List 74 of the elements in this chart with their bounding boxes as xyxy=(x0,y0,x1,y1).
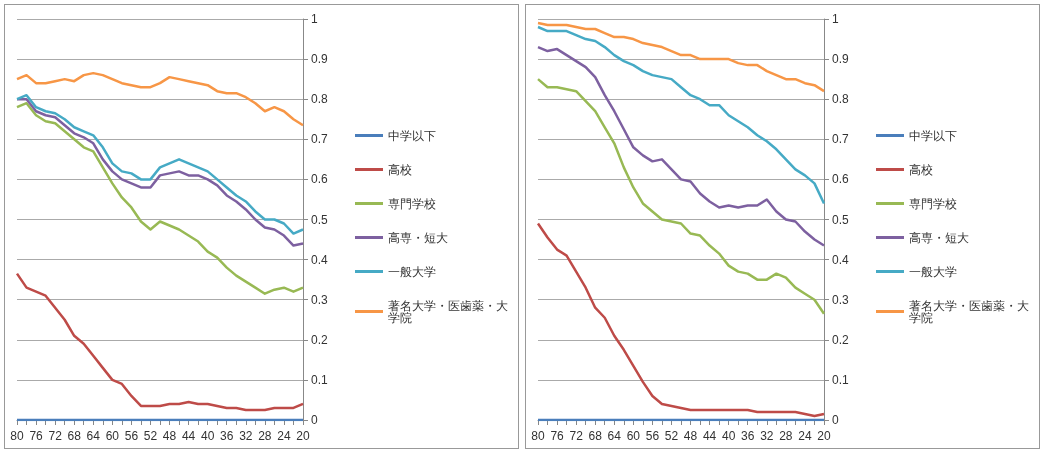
x-tick-label: 32 xyxy=(239,429,253,443)
y-tick-label: 0.3 xyxy=(311,292,329,307)
x-tick-label: 64 xyxy=(86,429,101,443)
x-tick-label: 48 xyxy=(683,429,698,443)
legend-label: 一般大学 xyxy=(909,264,957,279)
x-tick-label: 44 xyxy=(181,429,196,443)
line-series xyxy=(536,77,826,315)
y-tick-label: 0.9 xyxy=(832,52,850,67)
x-tick-label: 56 xyxy=(124,429,139,443)
y-tick-label: 0.8 xyxy=(311,92,329,107)
line-series xyxy=(536,45,826,247)
x-tick-label: 36 xyxy=(741,429,755,443)
line-series xyxy=(15,272,305,412)
y-tick-label: 0.6 xyxy=(832,172,850,187)
x-tick-label: 40 xyxy=(721,429,736,443)
x-tick-label: 72 xyxy=(569,429,584,443)
x-tick-label: 52 xyxy=(143,429,158,443)
legend-label: 一般大学 xyxy=(388,264,436,279)
y-tick-label: 0.2 xyxy=(311,332,329,347)
x-tick-label: 52 xyxy=(664,429,679,443)
line-series xyxy=(536,25,826,205)
y-tick-label: 0.5 xyxy=(832,212,850,227)
x-tick-label: 48 xyxy=(162,429,177,443)
x-tick-label: 20 xyxy=(817,429,831,443)
x-tick-label: 68 xyxy=(67,429,82,443)
legend-label: 中学以下 xyxy=(388,128,436,143)
x-tick-label: 56 xyxy=(645,429,660,443)
line-series xyxy=(536,222,826,418)
y-tick-label: 0.1 xyxy=(832,372,850,387)
y-tick-label: 0 xyxy=(832,413,839,427)
x-tick-label: 44 xyxy=(702,429,717,443)
x-tick-label: 72 xyxy=(48,429,63,443)
legend-label: 高校 xyxy=(388,162,412,177)
line-series xyxy=(536,21,826,93)
legend-label: 著名大学・医歯薬・大学院 xyxy=(909,298,1029,325)
y-tick-label: 0.1 xyxy=(311,372,329,387)
y-tick-label: 0.2 xyxy=(832,332,850,347)
x-tick-label: 80 xyxy=(531,429,545,443)
legend-label: 専門学校 xyxy=(909,196,957,211)
x-tick-label: 80 xyxy=(10,429,24,443)
y-tick-label: 0.7 xyxy=(832,132,850,147)
x-tick-label: 36 xyxy=(220,429,234,443)
legend-label: 高校 xyxy=(909,162,933,177)
legend-label: 中学以下 xyxy=(909,128,957,143)
x-tick-label: 68 xyxy=(588,429,603,443)
y-tick-label: 0.8 xyxy=(832,92,850,107)
legend-label: 専門学校 xyxy=(388,196,436,211)
legend-label: 著名大学・医歯薬・大学院 xyxy=(388,298,508,325)
x-tick-label: 20 xyxy=(296,429,310,443)
x-tick-label: 32 xyxy=(760,429,774,443)
x-tick-label: 60 xyxy=(626,429,641,443)
x-tick-label: 76 xyxy=(29,429,44,443)
y-tick-label: 0.9 xyxy=(311,52,329,67)
y-tick-label: 0 xyxy=(311,413,318,427)
legend-label: 高専・短大 xyxy=(388,230,448,245)
y-tick-label: 0.3 xyxy=(832,292,850,307)
y-tick-label: 0.6 xyxy=(311,172,329,187)
y-tick-label: 0.4 xyxy=(832,252,850,267)
line-series xyxy=(15,101,305,295)
line-series xyxy=(15,71,305,127)
x-tick-label: 24 xyxy=(798,429,812,443)
x-tick-label: 24 xyxy=(277,429,291,443)
x-tick-label: 40 xyxy=(200,429,215,443)
x-tick-label: 28 xyxy=(779,429,793,443)
legend-label: 高専・短大 xyxy=(909,230,969,245)
x-tick-label: 28 xyxy=(258,429,272,443)
y-tick-label: 0.7 xyxy=(311,132,329,147)
y-tick-label: 0.4 xyxy=(311,252,329,267)
x-tick-label: 64 xyxy=(607,429,622,443)
x-tick-label: 76 xyxy=(550,429,565,443)
y-tick-label: 1 xyxy=(311,12,318,26)
x-tick-label: 60 xyxy=(105,429,120,443)
y-tick-label: 0.5 xyxy=(311,212,329,227)
y-tick-label: 1 xyxy=(832,12,839,26)
